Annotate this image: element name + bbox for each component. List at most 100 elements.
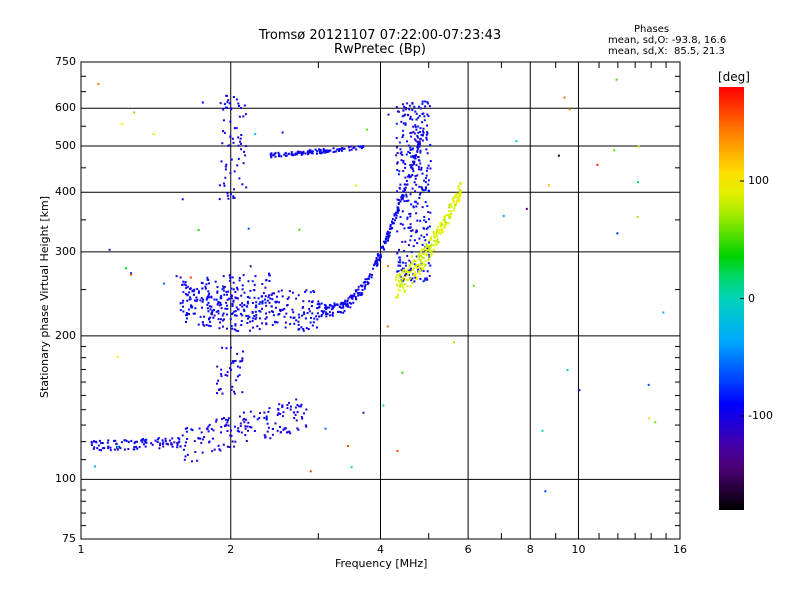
echo-point (459, 195, 462, 198)
echo-point (429, 225, 431, 228)
echo-point (387, 265, 389, 268)
echo-point (125, 267, 128, 270)
echo-point (230, 362, 233, 365)
echo-point (410, 135, 413, 138)
echo-point (389, 225, 392, 228)
echo-point (261, 302, 264, 305)
echo-point (232, 300, 235, 303)
echo-point (408, 176, 411, 179)
echo-point (414, 157, 417, 160)
echo-point (320, 302, 323, 305)
echo-point (268, 311, 271, 314)
echo-point (442, 229, 445, 232)
echo-point (214, 280, 217, 283)
echo-point (212, 316, 215, 319)
echo-point (253, 296, 256, 299)
echo-point (416, 147, 419, 150)
echo-point (220, 431, 222, 434)
echo-point (401, 197, 404, 200)
echo-point (424, 246, 427, 249)
echo-point (321, 151, 324, 154)
echo-point (399, 222, 402, 225)
echo-point (295, 398, 298, 401)
echo-point (448, 210, 450, 213)
echo-point (448, 203, 451, 206)
echo-point (188, 291, 191, 294)
echo-point (222, 285, 225, 288)
echo-point (234, 324, 237, 327)
echo-point (199, 437, 202, 440)
echo-point (244, 434, 247, 437)
echo-point (403, 105, 406, 108)
echo-point (406, 271, 409, 273)
echo-point (184, 427, 187, 430)
echo-point (350, 302, 353, 305)
echo-point (289, 405, 292, 408)
echo-point (203, 324, 206, 327)
echo-point (358, 291, 361, 294)
plot-frame (80, 61, 681, 540)
echo-point (309, 470, 312, 473)
echo-point (331, 314, 334, 317)
echo-point (161, 439, 164, 442)
echo-point (191, 429, 194, 432)
echo-point (207, 324, 210, 327)
echo-point (152, 132, 155, 135)
echo-point (227, 417, 230, 420)
echo-point (401, 284, 404, 287)
echo-point (413, 105, 416, 108)
echo-point (423, 216, 426, 218)
echo-point (340, 149, 343, 152)
echo-point (425, 169, 428, 172)
echo-point (327, 149, 330, 152)
echo-point (407, 273, 410, 276)
echo-point (253, 283, 256, 286)
echo-point (210, 312, 213, 315)
echo-point (247, 421, 250, 424)
echo-point (429, 247, 431, 250)
echo-point (282, 411, 285, 414)
echo-point (238, 277, 241, 279)
echo-point (244, 154, 247, 157)
echo-point (288, 290, 291, 293)
echo-point (637, 145, 640, 148)
echo-point (342, 304, 345, 307)
echo-point (401, 281, 404, 284)
echo-point (396, 146, 398, 149)
echo-point (613, 149, 616, 152)
echo-point (179, 276, 182, 279)
echo-point (568, 108, 571, 111)
echo-point (246, 302, 249, 305)
echo-point (241, 314, 244, 317)
echo-point (400, 195, 403, 198)
echo-point (421, 102, 424, 105)
echo-point (420, 254, 423, 257)
echo-point (399, 275, 402, 278)
echo-point (116, 448, 119, 451)
echo-point (312, 321, 315, 324)
echo-point (238, 177, 241, 180)
echo-point (413, 138, 416, 141)
echo-point (258, 416, 261, 419)
echo-point (224, 168, 227, 171)
echo-point (396, 190, 399, 193)
echo-point (240, 148, 242, 151)
echo-point (385, 235, 388, 238)
echo-point (410, 229, 413, 232)
echo-point (454, 204, 457, 206)
echo-point (404, 123, 407, 126)
echo-point (408, 227, 411, 230)
echo-point (422, 262, 425, 265)
echo-point (133, 111, 136, 114)
echo-point (397, 199, 400, 201)
echo-point (222, 108, 225, 111)
echo-point (230, 294, 233, 297)
echo-point (450, 202, 453, 205)
echo-point (208, 440, 211, 443)
echo-point (224, 165, 227, 168)
echo-point (428, 246, 431, 249)
echo-point (259, 412, 261, 415)
echo-point (233, 170, 236, 173)
echo-point (310, 316, 312, 319)
echo-point (231, 385, 234, 388)
